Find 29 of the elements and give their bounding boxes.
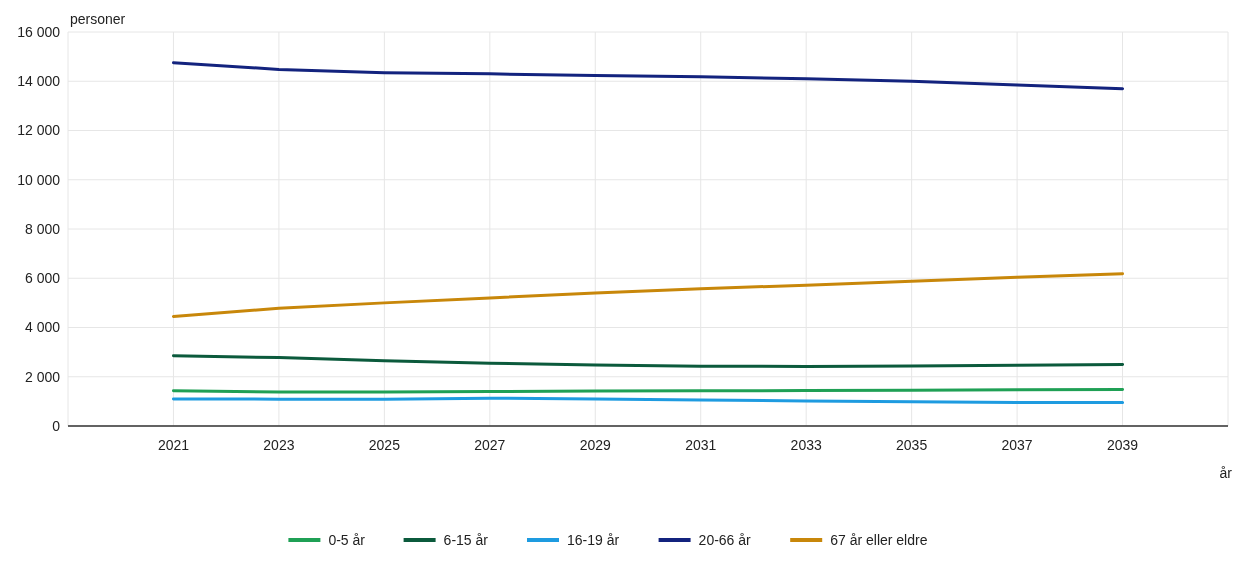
y-tick-label: 14 000 <box>17 73 61 90</box>
y-tick-label: 6 000 <box>24 270 61 287</box>
x-tick-label: 2027 <box>474 437 506 453</box>
y-tick-label: 4 000 <box>24 319 61 336</box>
line-series <box>171 61 1125 91</box>
legend-label: 6-15 år <box>443 531 489 548</box>
y-tick-label: 12 000 <box>17 122 61 139</box>
legend-label: 16-19 år <box>567 531 620 548</box>
y-tick-label: 16 000 <box>17 23 61 40</box>
y-tick-label: 0 <box>52 417 61 434</box>
y-tick-label: 10 000 <box>17 171 61 188</box>
y-tick-label: 2 000 <box>24 368 61 385</box>
x-tick-label: 2029 <box>579 437 612 453</box>
x-tick-label: 2031 <box>685 437 717 453</box>
x-tick-label: 2037 <box>1001 437 1033 453</box>
x-tick-label: 2025 <box>368 437 401 453</box>
y-axis-title: personer <box>70 11 126 27</box>
x-tick-label: 2039 <box>1106 437 1139 453</box>
legend-label: 0-5 år <box>328 531 366 548</box>
x-tick-label: 2033 <box>790 437 822 453</box>
legend-label: 20-66 år <box>698 531 752 548</box>
x-tick-label: 2023 <box>263 437 295 453</box>
x-tick-label: 2021 <box>157 437 190 453</box>
x-tick-label: 2035 <box>896 437 928 453</box>
legend-label: 67 år eller eldre <box>830 531 928 548</box>
line-series <box>171 354 1125 368</box>
x-axis-title: år <box>1219 465 1233 481</box>
line-series <box>171 272 1125 318</box>
y-tick-label: 8 000 <box>24 220 61 237</box>
